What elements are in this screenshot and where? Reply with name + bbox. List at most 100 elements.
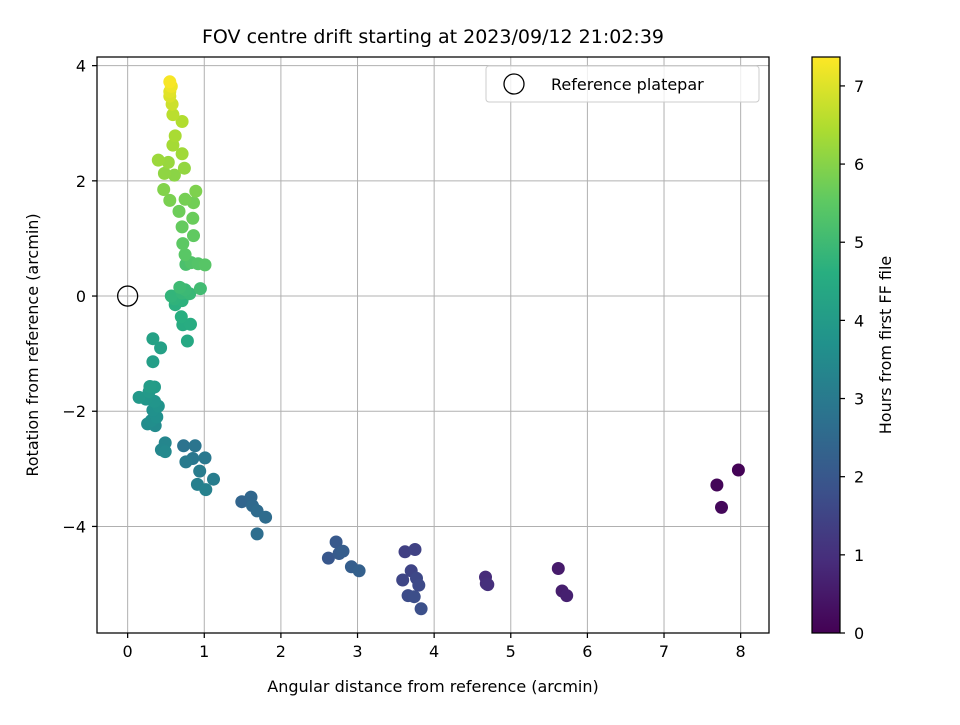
data-point <box>151 153 165 167</box>
data-point <box>481 578 495 592</box>
data-point <box>164 289 178 303</box>
data-point <box>398 545 412 559</box>
data-point <box>198 258 212 272</box>
data-point <box>173 280 187 294</box>
x-tick-label: 2 <box>276 642 286 661</box>
data-point <box>336 544 350 558</box>
reference-marker-layer <box>116 285 139 307</box>
colorbar-tick-label: 1 <box>854 546 864 565</box>
data-point <box>178 192 192 206</box>
legend: Reference platepar <box>485 65 760 103</box>
data-point <box>188 439 202 453</box>
colorbar-ticks: 0 1 2 3 4 5 6 7 <box>840 77 864 643</box>
data-point <box>163 193 177 207</box>
data-point <box>207 472 220 486</box>
plot-frame <box>96 56 770 634</box>
x-axis-label: Angular distance from reference (arcmin) <box>267 677 598 696</box>
x-tick-label: 5 <box>506 642 516 661</box>
x-tick-label: 4 <box>429 642 439 661</box>
data-point <box>146 332 160 346</box>
data-point <box>178 248 192 262</box>
y-tick-label: −4 <box>62 517 86 536</box>
data-point <box>175 115 189 128</box>
x-tick-label: 6 <box>582 642 592 661</box>
data-point <box>408 543 422 556</box>
data-point <box>166 108 180 122</box>
data-point <box>250 527 264 541</box>
y-axis-label: Rotation from reference (arcmin) <box>23 213 42 476</box>
data-point <box>163 75 177 89</box>
data-point <box>186 211 200 225</box>
data-point <box>715 500 728 514</box>
data-point <box>731 463 745 477</box>
data-point <box>414 602 428 616</box>
data-point <box>187 229 200 243</box>
data-point <box>177 439 191 453</box>
data-point <box>396 573 410 587</box>
data-point <box>161 155 175 169</box>
data-point <box>174 310 188 324</box>
y-tick-label: 0 <box>76 287 86 306</box>
data-point <box>180 334 194 348</box>
data-point <box>146 355 160 369</box>
data-point <box>175 220 189 234</box>
colorbar-gradient <box>811 56 841 634</box>
data-point <box>184 317 197 331</box>
data-point <box>259 510 273 524</box>
colorbar-tick-label: 3 <box>854 390 864 409</box>
data-point <box>157 166 171 180</box>
x-tick-label: 1 <box>199 642 209 661</box>
y-axis-ticks: −4 −2 0 2 4 <box>62 57 97 536</box>
colorbar-tick-label: 7 <box>854 77 864 96</box>
data-point <box>172 204 186 218</box>
colorbar-tick-label: 0 <box>854 624 864 643</box>
data-point <box>710 478 724 492</box>
data-point <box>177 161 191 175</box>
data-point <box>352 564 366 578</box>
data-point <box>407 590 421 604</box>
data-point <box>179 455 193 469</box>
x-tick-label: 8 <box>736 642 746 661</box>
colorbar-tick-label: 2 <box>854 468 864 487</box>
data-point <box>560 589 574 603</box>
y-tick-label: 4 <box>76 57 86 76</box>
data-point <box>132 390 146 404</box>
data-point <box>193 464 207 478</box>
x-axis-ticks: 0 1 2 3 4 5 6 7 8 <box>123 633 746 661</box>
y-tick-label: −2 <box>62 402 86 421</box>
reference-platepar-marker <box>116 285 139 307</box>
data-point <box>158 445 172 459</box>
data-point <box>143 380 157 393</box>
chart-title: FOV centre drift starting at 2023/09/12 … <box>202 26 664 48</box>
colorbar-label: Hours from first FF file <box>876 256 895 435</box>
colorbar-tick-label: 5 <box>854 233 864 252</box>
data-point <box>193 282 207 296</box>
data-points <box>132 75 745 616</box>
x-tick-label: 0 <box>123 642 133 661</box>
data-point <box>168 129 182 143</box>
y-tick-label: 2 <box>76 172 86 191</box>
colorbar: 0 1 2 3 4 5 6 7 Hours from first FF file <box>811 56 895 643</box>
data-point <box>321 551 335 565</box>
data-point <box>329 535 343 549</box>
legend-label: Reference platepar <box>551 75 704 94</box>
data-point <box>154 341 168 355</box>
data-point <box>175 147 189 161</box>
data-point <box>412 578 426 592</box>
legend-box <box>485 65 760 103</box>
x-tick-label: 3 <box>352 642 362 661</box>
data-point <box>198 451 212 465</box>
data-point <box>199 483 213 497</box>
colorbar-tick-label: 6 <box>854 155 864 174</box>
grid-lines <box>97 57 769 633</box>
data-point <box>167 168 181 182</box>
data-point <box>551 562 565 575</box>
legend-reference-marker <box>503 73 525 95</box>
data-point <box>189 184 203 198</box>
x-tick-label: 7 <box>659 642 669 661</box>
data-point <box>157 183 171 196</box>
colorbar-tick-label: 4 <box>854 311 864 330</box>
data-point <box>176 237 190 251</box>
